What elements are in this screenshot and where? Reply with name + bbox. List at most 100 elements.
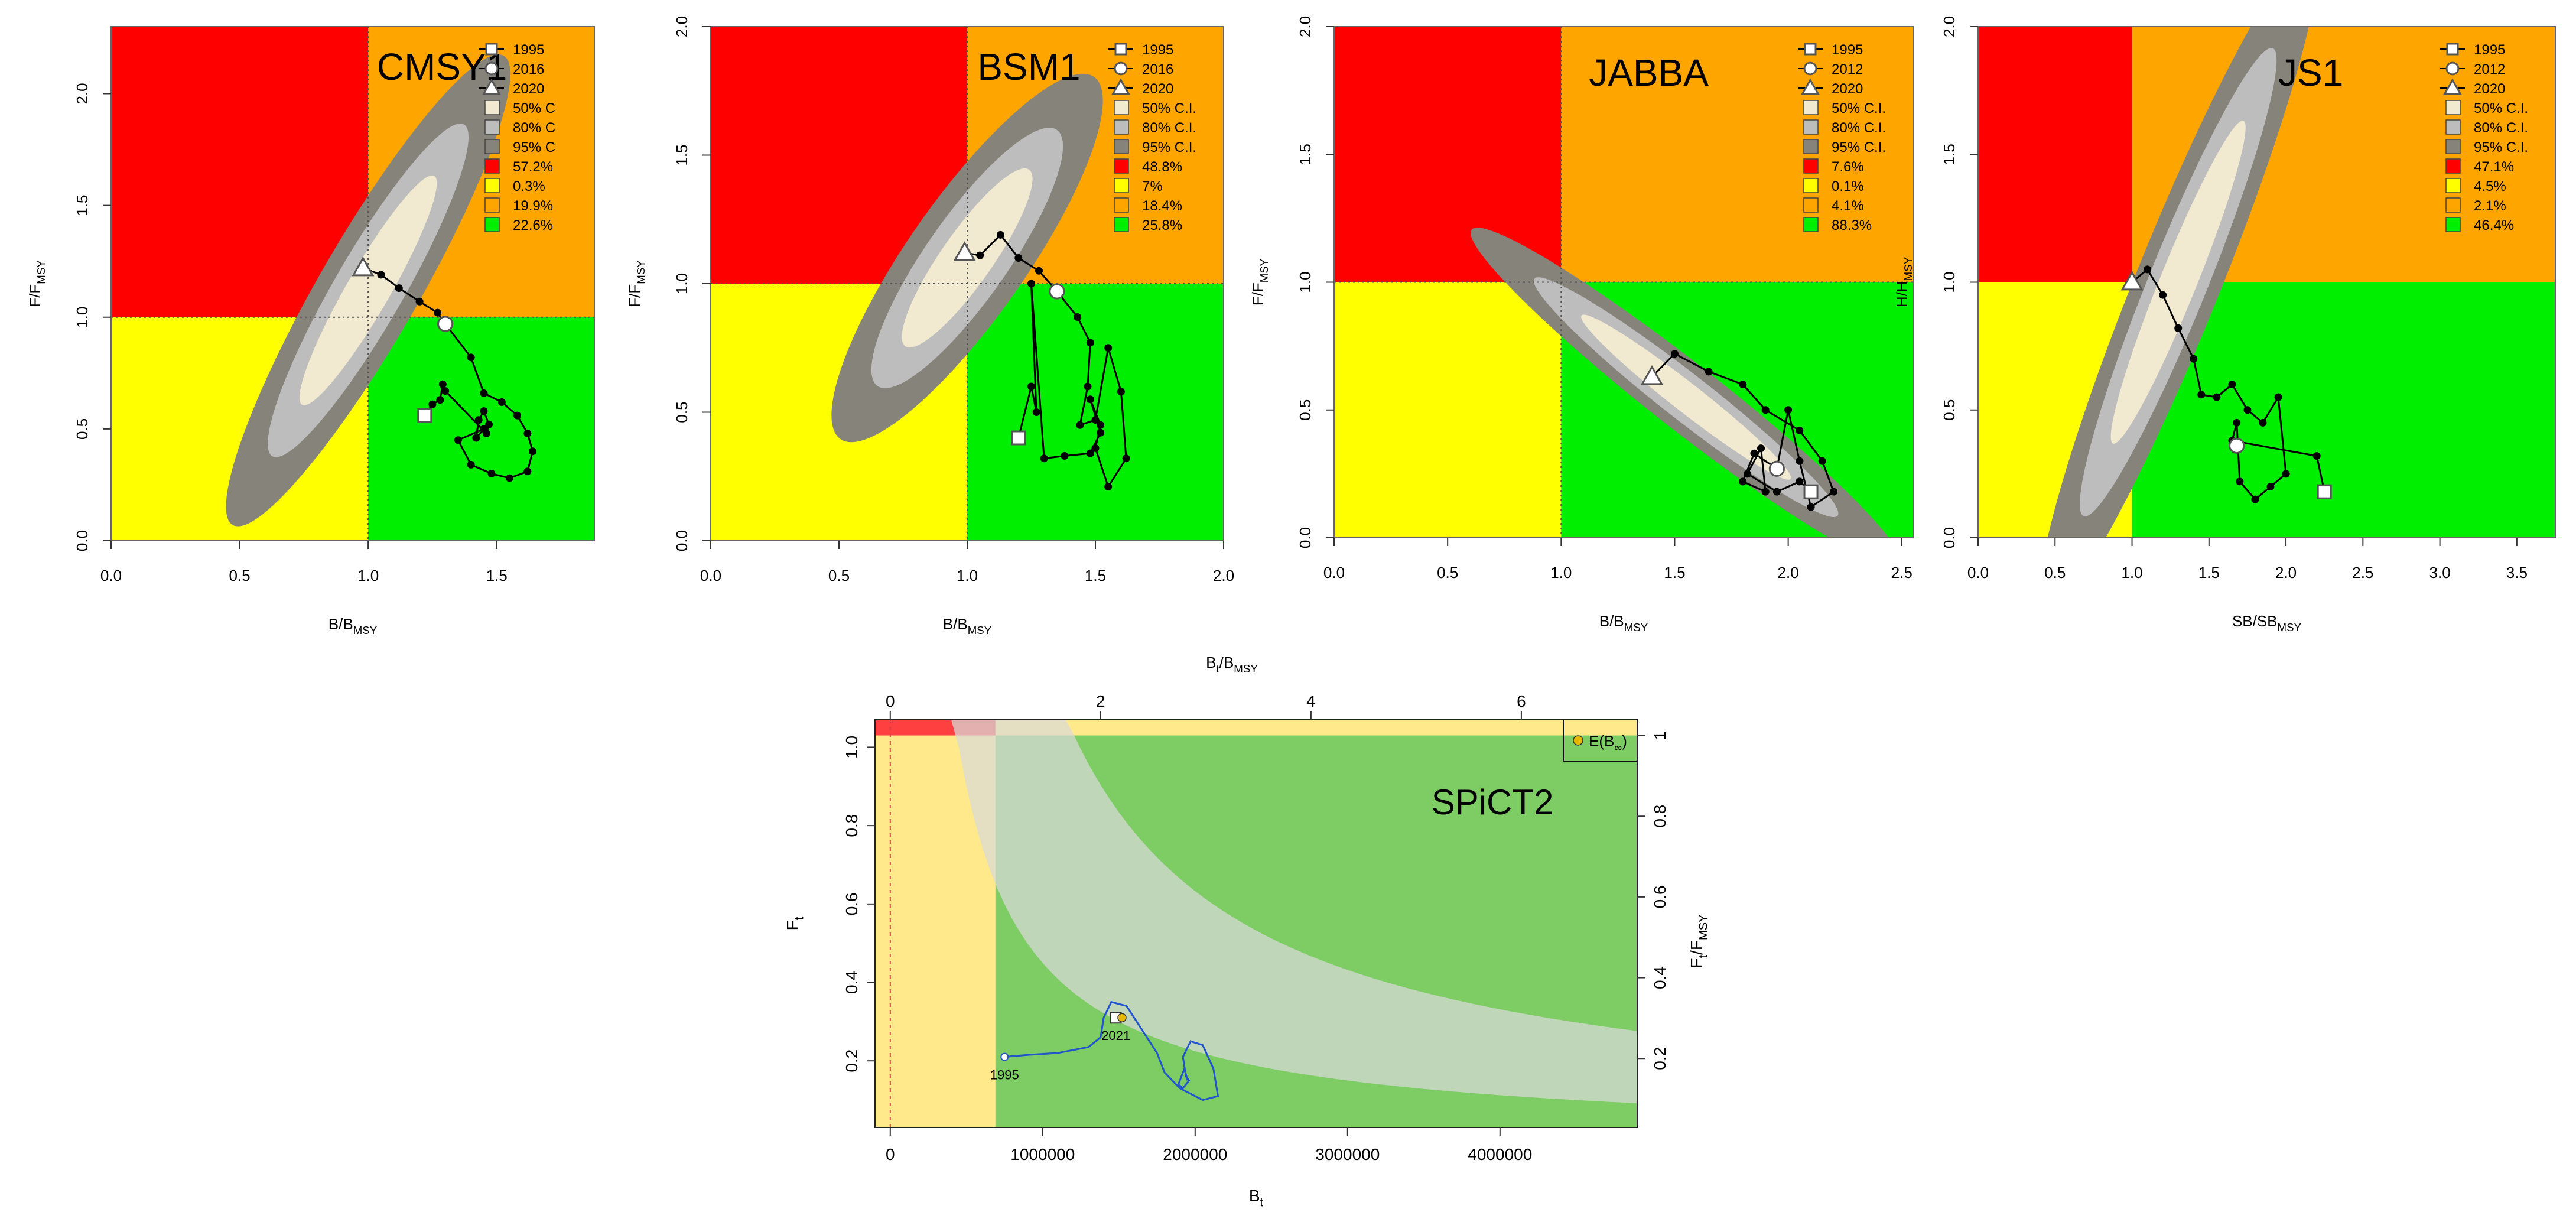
trajectory-point [1829, 488, 1837, 496]
trajectory-point [996, 230, 1004, 239]
y-tick-label: 0.8 [843, 814, 861, 837]
trajectory-point [1076, 421, 1084, 429]
trajectory-point [2243, 406, 2252, 414]
trajectory-point [2266, 483, 2275, 490]
x-axis-label: Bt [1249, 1187, 1264, 1209]
trajectory-point [1086, 339, 1094, 347]
legend-label: 80% C.I. [1832, 120, 1886, 136]
y-tick-label: 1.5 [673, 144, 691, 165]
legend-triangle-icon [1111, 78, 1131, 95]
y-tick-label: 1.5 [1940, 144, 1958, 165]
top-tick-label: 0 [886, 692, 895, 710]
trajectory-point [1796, 477, 1804, 486]
right-tick-label: 0.4 [1651, 966, 1669, 989]
legend-swatch [1803, 217, 1819, 232]
legend-swatch [484, 217, 500, 232]
right-axis-label: Ft/FMSY [1687, 914, 1710, 968]
trajectory-point [485, 420, 493, 428]
legend-label: 95% C.I. [1142, 139, 1196, 155]
legend-swatch [2445, 119, 2461, 135]
trajectory-point [1014, 254, 1023, 262]
legend-swatch [2445, 158, 2461, 174]
x-tick-label: 0.0 [100, 567, 122, 584]
y-axis-label: H/HMSY [1893, 256, 1914, 307]
trajectory-point [1818, 457, 1826, 465]
marker-1995 [1011, 430, 1026, 446]
legend-label: 7% [1142, 178, 1163, 194]
trajectory-point [1784, 406, 1793, 414]
trajectory-point [1796, 457, 1804, 465]
legend-label: 1995 [2474, 42, 2505, 58]
trajectory-point [1035, 267, 1043, 275]
y-tick-label: 1.0 [1940, 271, 1958, 293]
trajectory-point [472, 434, 480, 442]
marker-2020 [1640, 365, 1664, 385]
legend-item: 48.8% [1114, 158, 1182, 175]
y-tick-label: 0.5 [1940, 399, 1958, 421]
y-tick-label: 0.0 [73, 530, 91, 551]
x-tick-label: 3.5 [2506, 564, 2528, 581]
trajectory-point [1061, 451, 1069, 460]
legend-swatch [484, 178, 500, 193]
y-tick-label: 0.5 [673, 401, 691, 423]
x-axis-label: SB/SBMSY [2232, 612, 2302, 633]
y-tick-label: 0.5 [1296, 399, 1314, 421]
y-tick-label: 1.5 [1296, 144, 1314, 165]
panel-title: BSM1 [977, 46, 1080, 88]
legend-circle-icon [1114, 61, 1128, 76]
y-axis-label: Ft [783, 917, 806, 930]
legend-swatch [1114, 217, 1129, 232]
legend-label: 19.9% [513, 198, 553, 214]
x-tick-label: 1.0 [357, 567, 379, 584]
legend-swatch [1803, 139, 1819, 154]
x-tick-label: 3000000 [1315, 1145, 1380, 1164]
marker-2012 [1768, 460, 1785, 477]
top-axis-label: Bt/BMSY [1206, 654, 1258, 675]
trajectory-point [1772, 488, 1781, 496]
legend-dot-icon [1573, 735, 1583, 746]
trajectory-point [1027, 280, 1035, 288]
kobe-panel-jabba: JABBA 0.0 0.5 1.0 1.5 2.0 2.5 0.0 0.5 1.0 1.5 2.0 B/… [1249, 16, 1914, 633]
legend-item: 1995 [1108, 42, 1173, 58]
legend-label: 2012 [1832, 61, 1863, 77]
x-tick-label: 2.5 [1891, 564, 1913, 581]
biomass-fishing-track [1004, 1000, 1219, 1101]
x-tick-label: 1.0 [957, 567, 978, 584]
ci50-region [2110, 121, 2246, 444]
legend-item: 80% C.I. [2445, 119, 2528, 136]
legend-item: 22.6% [484, 217, 553, 233]
legend-item: 2012 [2440, 61, 2505, 77]
x-tick-label: 4000000 [1468, 1145, 1532, 1164]
legend-label: 25.8% [1142, 217, 1182, 233]
trajectory-point [2282, 470, 2290, 478]
trajectory-point [1739, 381, 1747, 388]
legend-swatch [2445, 139, 2461, 154]
point-1995 [1000, 1052, 1009, 1061]
marker-1995 [2317, 484, 2332, 499]
x-tick-label: 2000000 [1163, 1145, 1227, 1164]
legend-label: 1995 [513, 42, 544, 58]
y-tick-label: 2.0 [1940, 16, 1958, 37]
legend-label: 57.2% [513, 159, 553, 175]
legend-item: 18.4% [1114, 197, 1182, 214]
x-tick-label: 1.0 [2121, 564, 2142, 581]
x-tick-label: 1.5 [1664, 564, 1685, 581]
legend-label: 1995 [1142, 42, 1173, 58]
legend-label: 18.4% [1142, 198, 1182, 214]
legend-swatch [2445, 217, 2461, 232]
trajectory-point [2233, 418, 2241, 427]
y-tick-label: 1.0 [843, 736, 861, 759]
x-tick-label: 0.5 [229, 567, 250, 584]
trajectory-point [1086, 395, 1094, 404]
y-tick-label: 0.2 [843, 1049, 861, 1073]
legend-item: 57.2% [484, 158, 553, 175]
x-tick-label: 2.0 [2275, 564, 2297, 581]
legend-label: 7.6% [1832, 159, 1864, 175]
plot-frame [874, 719, 1638, 1128]
trajectory-point [1761, 488, 1770, 496]
x-tick-label: 0 [886, 1145, 895, 1164]
legend-swatch [484, 197, 500, 213]
x-tick-label: 1.5 [486, 567, 508, 584]
trajectory-point [505, 474, 513, 482]
